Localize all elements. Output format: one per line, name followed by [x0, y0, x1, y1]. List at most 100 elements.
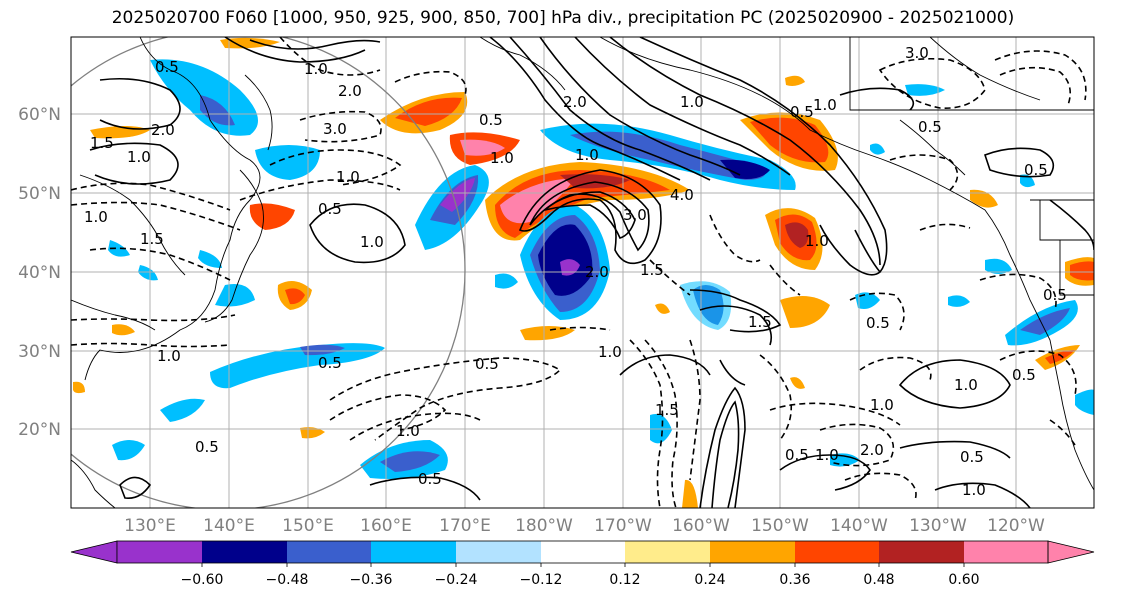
contours-solid	[89, 37, 1094, 508]
colorbar-tick-label: 0.48	[863, 572, 894, 588]
contour-labels: 0.5 1.5 2.0 1.0 1.0 3.0 0.5 2.0 1.0 1.0 …	[84, 44, 1067, 499]
lon-label: 130°W	[909, 516, 967, 536]
shade-pos	[780, 296, 830, 328]
lon-label: 130°E	[124, 516, 176, 536]
lon-label: 150°W	[751, 516, 809, 536]
shade-neg	[855, 292, 880, 309]
colorbar-segment	[710, 541, 795, 563]
lon-label: 160°E	[360, 516, 412, 536]
colorbar-segment	[287, 541, 371, 563]
shade-pos	[220, 37, 280, 49]
shade-neg	[300, 344, 345, 356]
contour-label: 2.0	[338, 82, 362, 100]
longitude-axis: 130°E 140°E 150°E 160°E 170°E 180°W 170°…	[124, 516, 1045, 536]
lat-label: 50°N	[18, 184, 61, 204]
contour-label: 1.0	[157, 347, 181, 365]
shade-pos	[460, 139, 505, 156]
shade-neg	[198, 250, 222, 268]
shade-neg	[160, 398, 205, 422]
shade-neg	[440, 178, 475, 212]
colorbar-tick-label: 0.60	[948, 572, 979, 588]
contour-label: 1.0	[598, 343, 622, 361]
colorbar-segment	[625, 541, 710, 563]
contour-label: 0.5	[790, 103, 814, 121]
contour-label: 2.0	[563, 93, 587, 111]
contour-label: 1.0	[127, 148, 151, 166]
shade-neg	[560, 259, 580, 276]
lon-label: 120°W	[987, 516, 1045, 536]
shade-neg	[200, 95, 235, 126]
contour-label: 2.0	[860, 441, 884, 459]
colorbar-low-extend	[70, 540, 118, 564]
colorbar: −0.60 −0.48 −0.36 −0.24 −0.12 0.12 0.24 …	[70, 540, 1095, 588]
colorbar-tick-label: 0.36	[779, 572, 810, 588]
shade-pos	[73, 381, 85, 394]
lon-label: 160°W	[672, 516, 730, 536]
contour-label: 1.5	[748, 313, 772, 331]
contour-label: 1.0	[815, 446, 839, 464]
contour-label: 3.0	[905, 44, 929, 62]
lat-label: 40°N	[18, 263, 61, 283]
contour-label: 1.0	[680, 93, 704, 111]
contour-label: 1.0	[84, 208, 108, 226]
contour-label: 1.0	[805, 232, 829, 250]
shade-neg	[1075, 389, 1094, 415]
shade-pos	[682, 479, 698, 508]
shade-neg	[495, 273, 518, 289]
shade-neg	[215, 284, 255, 307]
shade-neg	[112, 440, 145, 461]
shade-pos	[970, 189, 998, 208]
contour-label: 0.5	[155, 58, 179, 76]
contour-label: 0.5	[318, 200, 342, 218]
contour-label: 0.5	[1043, 286, 1067, 304]
contour-label: 1.0	[870, 396, 894, 414]
contour-label: 1.0	[954, 376, 978, 394]
contour-label: 3.0	[623, 206, 647, 224]
latitude-axis: 60°N 50°N 40°N 30°N 20°N	[18, 105, 61, 440]
contour-label: 0.5	[1024, 161, 1048, 179]
shade-pos	[285, 288, 305, 305]
shade-pos	[655, 303, 670, 314]
colorbar-segment	[117, 541, 202, 563]
shade-neg	[720, 159, 770, 179]
contour-label: 1.5	[655, 401, 679, 419]
lon-label: 180°W	[515, 516, 573, 536]
contour-label: 0.5	[318, 354, 342, 372]
shade-pos	[520, 326, 575, 341]
lat-label: 30°N	[18, 342, 61, 362]
contour-label: 0.5	[785, 446, 809, 464]
contour-label: 0.5	[918, 118, 942, 136]
contour-label: 1.0	[962, 481, 986, 499]
lat-label: 20°N	[18, 420, 61, 440]
colorbar-tick-label: −0.60	[181, 572, 224, 588]
shade-pos	[112, 324, 135, 336]
shade-neg	[948, 295, 970, 307]
colorbar-tick-label: −0.12	[520, 572, 563, 588]
colorbar-segment	[541, 541, 625, 563]
shading-layer	[73, 37, 1094, 508]
shade-pos	[785, 222, 809, 248]
lon-label: 150°E	[282, 516, 334, 536]
map-frame	[70, 36, 1095, 509]
shade-pos	[785, 75, 805, 86]
contour-label: 0.5	[418, 470, 442, 488]
contour-label: 0.5	[479, 111, 503, 129]
contour-label: 0.5	[960, 448, 984, 466]
map-plot-area: 0.5 1.5 2.0 1.0 1.0 3.0 0.5 2.0 1.0 1.0 …	[71, 37, 1094, 508]
contour-label: 0.5	[475, 355, 499, 373]
shade-neg	[870, 143, 885, 155]
contour-label: 1.5	[640, 261, 664, 279]
contour-label: 1.5	[90, 134, 114, 152]
shade-neg	[138, 265, 158, 281]
shade-neg	[905, 84, 945, 96]
shade-neg	[210, 343, 385, 389]
contours-dashed	[71, 37, 1087, 508]
contour-label: 0.5	[866, 314, 890, 332]
shade-pos	[1045, 350, 1075, 364]
colorbar-tick-label: −0.48	[266, 572, 309, 588]
lon-label: 170°E	[439, 516, 491, 536]
lon-label: 170°W	[594, 516, 652, 536]
colorbar-tick-label: −0.24	[435, 572, 478, 588]
shade-neg	[108, 240, 130, 257]
contour-label: 2.0	[585, 263, 609, 281]
